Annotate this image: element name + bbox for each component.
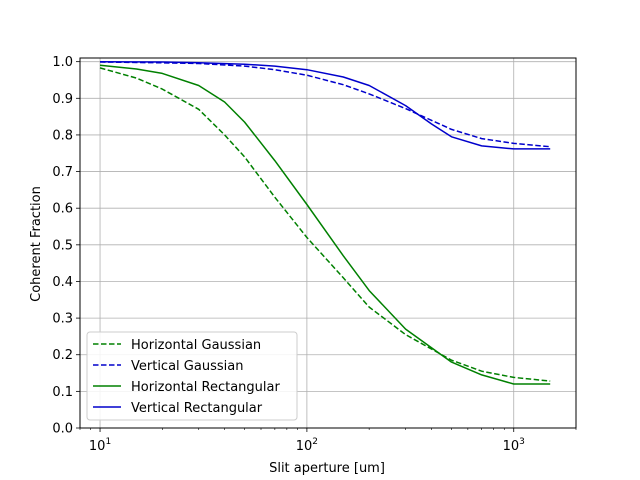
x-tick-label: 101 <box>89 437 111 454</box>
y-tick-label: 0.3 <box>52 312 73 327</box>
y-tick-label: 0.8 <box>52 128 73 143</box>
series-line-vertical-rectangular <box>99 60 551 150</box>
x-tick-label: 102 <box>296 437 318 454</box>
x-tick-exponent: 2 <box>312 437 318 447</box>
series-line-horizontal-rectangular <box>99 64 551 385</box>
y-tick-label: 0.7 <box>52 165 73 180</box>
y-axis-label: Coherent Fraction <box>29 186 44 302</box>
legend-label: Horizontal Gaussian <box>131 338 261 353</box>
y-tick-label: 0.6 <box>52 202 73 217</box>
x-tick-base: 10 <box>89 439 106 454</box>
x-axis-label: Slit aperture [um] <box>269 461 385 476</box>
y-tick-label: 0.2 <box>52 348 73 363</box>
y-tick-label: 0.0 <box>52 422 73 437</box>
y-axis-ticks: 0.0 0.1 0.2 0.3 0.4 0.5 0.6 0.7 0.8 0.9 1.0 <box>52 55 80 437</box>
legend-label: Horizontal Rectangular <box>131 380 280 395</box>
x-tick-base: 10 <box>296 439 313 454</box>
x-tick-exponent: 1 <box>105 437 111 447</box>
x-tick-exponent: 3 <box>519 437 525 447</box>
series-lines <box>99 60 551 385</box>
legend-label: Vertical Rectangular <box>131 401 263 416</box>
x-axis-ticks: 101 102 103 <box>79 428 577 454</box>
y-tick-label: 1.0 <box>52 55 73 70</box>
legend-label: Vertical Gaussian <box>131 359 243 374</box>
series-line-vertical-gaussian <box>99 61 551 148</box>
legend-box <box>86 331 298 421</box>
series-line-horizontal-gaussian <box>99 67 551 382</box>
x-tick-base: 10 <box>503 439 520 454</box>
legend: Horizontal Gaussian Vertical Gaussian Hori… <box>86 331 298 421</box>
y-tick-label: 0.5 <box>52 238 73 253</box>
y-tick-label: 0.4 <box>52 275 73 290</box>
y-tick-label: 0.1 <box>52 385 73 400</box>
plot-frame <box>79 57 577 429</box>
y-tick-label: 0.9 <box>52 92 73 107</box>
x-tick-label: 103 <box>503 437 525 454</box>
